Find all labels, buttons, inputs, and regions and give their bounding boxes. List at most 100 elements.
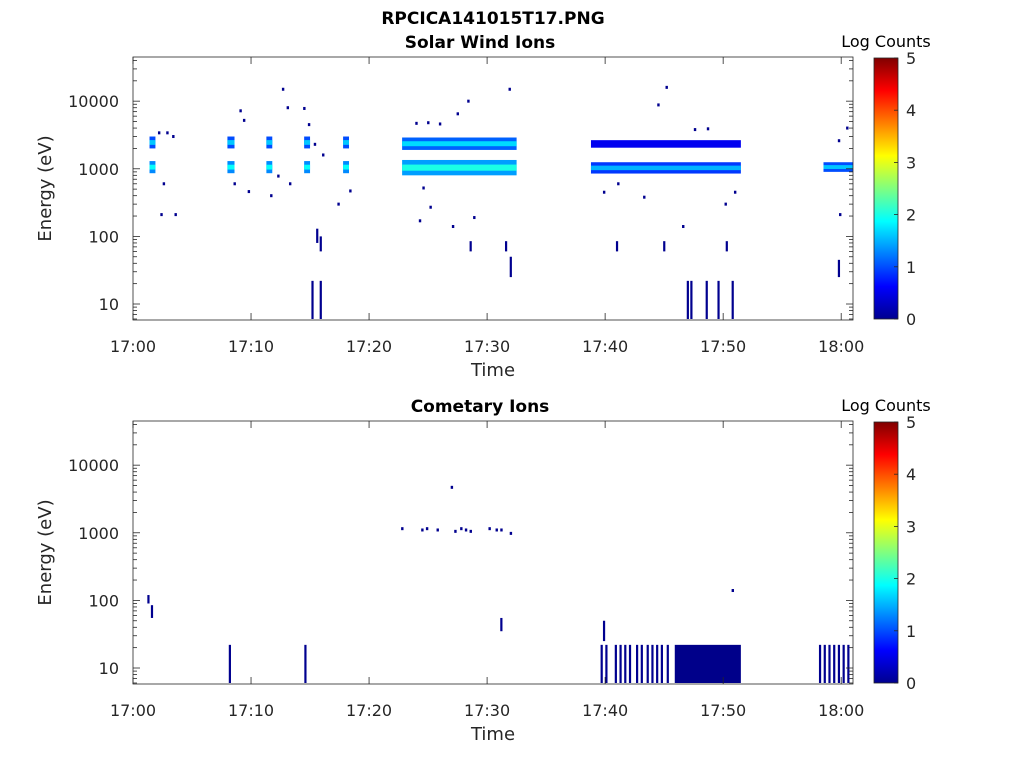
panel1-y-tick-label: 1000 <box>78 160 119 179</box>
panel2-count-pixel <box>469 529 472 533</box>
panel2-intensity-cell <box>674 644 741 684</box>
panel1-colorbar-tick-label: 2 <box>906 206 916 225</box>
panel1-count-streak <box>837 259 841 278</box>
panel2-count-streak <box>823 644 826 684</box>
panel2-x-tick-label: 17:00 <box>110 701 156 720</box>
panel1-count-pixel <box>427 121 430 125</box>
panel1-count-streak <box>686 280 689 320</box>
panel2-count-pixel <box>401 527 404 531</box>
panel1-count-pixel <box>172 135 175 139</box>
panel2-colorbar-tick-label: 5 <box>906 413 916 432</box>
panel2-count-streak <box>614 644 617 684</box>
panel1-intensity-core <box>227 164 235 170</box>
panel2-count-pixel <box>460 527 463 531</box>
panel1-count-streak <box>319 280 322 320</box>
panel2-count-pixel <box>454 529 457 533</box>
panel2-count-streak <box>656 644 659 684</box>
panel1-count-pixel <box>508 87 511 91</box>
panel2-colorbar-tick-label: 3 <box>906 517 916 536</box>
panel1-count-streak <box>725 241 728 252</box>
panel1-count-pixel <box>429 205 432 209</box>
panel2-count-pixel <box>425 527 429 531</box>
panel2-count-streak <box>646 644 649 684</box>
panel1-intensity-core <box>304 140 311 145</box>
panel2-plot-area <box>133 421 853 684</box>
panel1-x-tick-label: 17:10 <box>228 337 274 356</box>
panel1-x-tick-label: 17:30 <box>464 337 510 356</box>
panel1-colorbar-tick-label: 0 <box>906 310 916 329</box>
panel1-count-streak <box>663 241 666 252</box>
panel2-y-tick-label: 1000 <box>78 524 119 543</box>
panel1-count-pixel <box>693 128 697 132</box>
panel1-count-pixel <box>313 142 317 146</box>
panel2-count-streak <box>636 644 639 684</box>
panel1-count-streak <box>504 241 508 252</box>
panel1-colorbar <box>873 57 899 320</box>
panel2-count-streak <box>837 644 841 684</box>
panel1-count-pixel <box>665 85 668 89</box>
panel1-count-pixel <box>724 202 727 206</box>
panel1-count-pixel <box>418 219 422 223</box>
panel2-count-streak <box>640 644 643 684</box>
panel1-count-pixel <box>239 109 242 113</box>
panel1-count-pixel <box>307 123 311 127</box>
panel2-count-pixel <box>500 528 503 532</box>
panel2-x-tick-label: 17:40 <box>582 701 628 720</box>
panel2-colorbar-tick-label: 2 <box>906 570 916 589</box>
panel1-x-tick-label: 17:50 <box>700 337 746 356</box>
panel1-count-pixel <box>438 122 442 126</box>
panel2-count-streak <box>833 644 836 684</box>
panel1-colorbar-tick-label: 1 <box>906 258 916 277</box>
panel1-colorbar-title: Log Counts <box>841 32 931 51</box>
panel2-count-pixel <box>488 527 491 531</box>
panel2-x-tick-label: 18:00 <box>818 701 864 720</box>
panel1-count-pixel <box>160 213 163 217</box>
panel2-count-pixel <box>509 531 513 535</box>
panel2-colorbar <box>873 421 899 684</box>
panel1-intensity-core <box>402 141 517 147</box>
panel1-count-pixel <box>657 103 660 107</box>
panel2-y-tick-label: 10 <box>99 659 119 678</box>
panel2-y-tick-label: 10000 <box>68 456 119 475</box>
panel1-count-pixel <box>303 106 306 110</box>
panel2-count-pixel <box>731 589 735 593</box>
panel1-intensity-core <box>343 140 349 145</box>
panel2-count-streak <box>818 644 822 684</box>
panel2-count-streak <box>500 617 503 632</box>
panel1-colorbar-tick-label: 4 <box>906 101 916 120</box>
panel1-plot-area <box>133 57 853 320</box>
panel2-count-streak <box>150 605 154 618</box>
panel2-colorbar-tick-label: 0 <box>906 674 916 693</box>
panel1-count-streak <box>311 280 314 320</box>
panel1-count-pixel <box>270 194 273 198</box>
panel1-count-streak <box>615 241 619 252</box>
panel1-count-pixel <box>602 190 606 194</box>
panel1-y-tick-label: 10 <box>99 295 119 314</box>
panel2-title: Cometary Ions <box>411 397 550 417</box>
panel1-count-streak <box>705 280 708 320</box>
panel1-count-streak <box>319 236 322 252</box>
panel1-count-pixel <box>422 186 425 190</box>
panel2-count-streak <box>228 644 231 684</box>
panel2-colorbar-title: Log Counts <box>841 396 931 415</box>
panel1-count-pixel <box>456 112 459 116</box>
panel2-colorbar-tick-label: 1 <box>906 622 916 641</box>
panel1-intensity-core <box>149 164 156 170</box>
panel2-count-streak <box>624 644 627 684</box>
panel1-count-pixel <box>247 190 251 194</box>
panel2-x-tick-label: 17:30 <box>464 701 510 720</box>
panel1-x-tick-label: 17:00 <box>110 337 156 356</box>
panel2-count-streak <box>666 644 669 684</box>
panel2-count-streak <box>828 644 831 684</box>
panel1-count-streak <box>690 280 693 320</box>
panel1-intensity-core <box>343 164 349 170</box>
panel1-count-pixel <box>242 118 246 122</box>
panel1-intensity-core <box>402 164 517 171</box>
panel1-count-pixel <box>415 121 418 125</box>
panel1-x-tick-label: 18:00 <box>818 337 864 356</box>
panel2-count-streak <box>147 595 150 604</box>
panel2-count-streak <box>847 644 850 684</box>
panel1-x-tick-label: 17:40 <box>582 337 628 356</box>
panel2-x-tick-label: 17:10 <box>228 701 274 720</box>
panel1-count-pixel <box>174 213 177 217</box>
